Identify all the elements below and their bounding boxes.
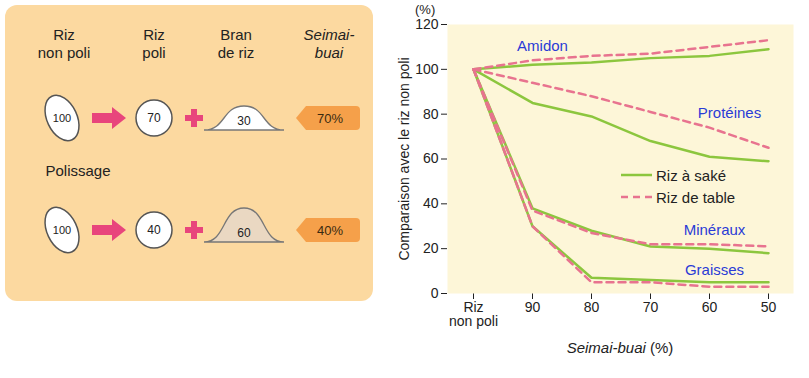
svg-text:70: 70	[643, 299, 659, 315]
svg-text:100: 100	[53, 112, 71, 124]
html-text:Riz de table: Riz de table	[656, 188, 736, 206]
svg-text:Minéraux: Minéraux	[684, 221, 746, 238]
svg-text:Comparaison avec le riz non po: Comparaison avec le riz non poli	[396, 57, 412, 260]
svg-text:0: 0	[431, 285, 439, 301]
svg-text:buai: buai	[315, 44, 344, 61]
svg-text:Graisses: Graisses	[685, 261, 744, 278]
svg-text:120: 120	[415, 16, 439, 32]
svg-text:poli: poli	[142, 44, 165, 61]
svg-text:non poli: non poli	[38, 44, 91, 61]
svg-text:80: 80	[584, 299, 600, 315]
svg-text:Seimai-: Seimai-	[304, 26, 355, 43]
svg-text:Riz: Riz	[53, 26, 75, 43]
svg-text:Protéines: Protéines	[698, 104, 761, 121]
svg-text:60: 60	[702, 299, 718, 315]
svg-text:30: 30	[237, 114, 251, 128]
svg-text:Riznon poli: Riznon poli	[449, 299, 498, 329]
svg-text:20: 20	[423, 240, 439, 256]
svg-text:70: 70	[147, 111, 161, 125]
svg-text:Riz: Riz	[143, 26, 165, 43]
svg-text:90: 90	[525, 299, 541, 315]
svg-text:de riz: de riz	[218, 44, 255, 61]
html-text:Seimai-buai (%): Seimai-buai (%)	[566, 339, 674, 356]
svg-text:40: 40	[147, 223, 161, 237]
svg-text:60: 60	[423, 150, 439, 166]
svg-text:Bran: Bran	[220, 26, 252, 43]
html-text:Riz à saké: Riz à saké	[656, 166, 726, 184]
svg-text:50: 50	[761, 299, 777, 315]
svg-text:70%: 70%	[317, 111, 343, 126]
svg-text:Amidon: Amidon	[517, 37, 568, 54]
svg-text:100: 100	[415, 61, 439, 77]
svg-text:40: 40	[423, 195, 439, 211]
svg-text:40%: 40%	[317, 223, 343, 238]
svg-text:60: 60	[237, 226, 251, 240]
svg-text:80: 80	[423, 106, 439, 122]
svg-text:Polissage: Polissage	[45, 162, 110, 179]
svg-text:100: 100	[53, 224, 71, 236]
